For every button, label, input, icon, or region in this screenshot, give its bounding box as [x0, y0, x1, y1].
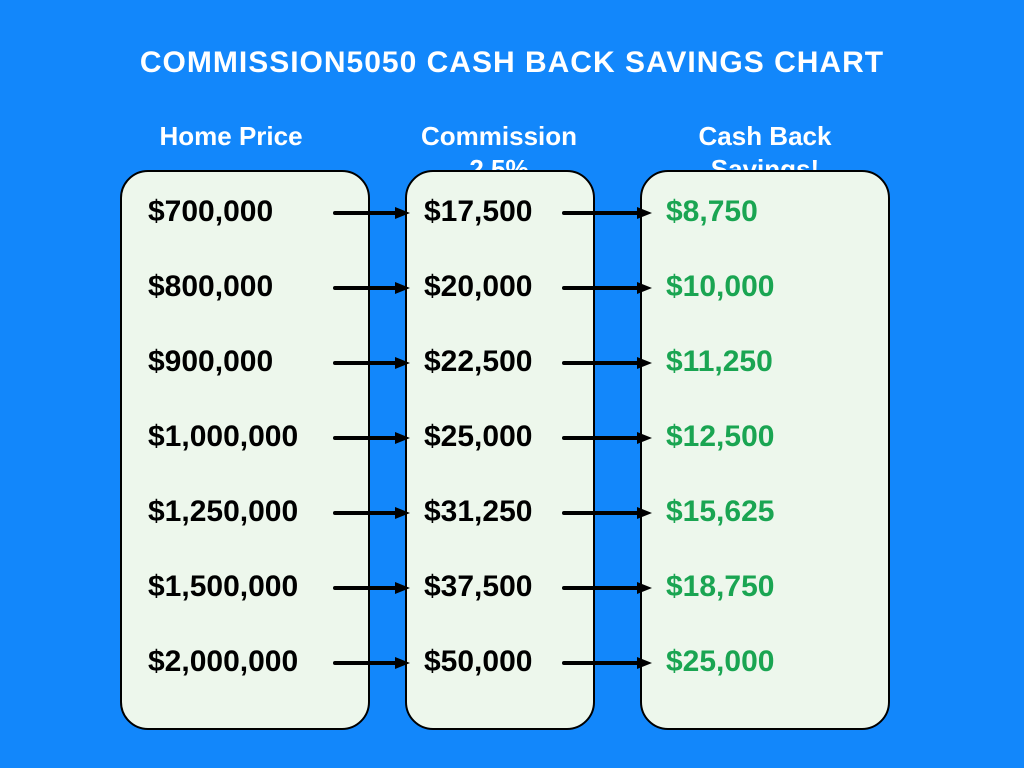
arrow-commission-to-savings-2: [564, 357, 652, 369]
arrows-layer: [0, 0, 1024, 768]
arrow-price-to-commission-0: [335, 207, 410, 219]
arrow-price-to-commission-5: [335, 582, 410, 594]
arrow-commission-to-savings-3: [564, 432, 652, 444]
arrow-commission-to-savings-1: [564, 282, 652, 294]
arrow-commission-to-savings-5: [564, 582, 652, 594]
arrow-price-to-commission-6: [335, 657, 410, 669]
arrow-commission-to-savings-4: [564, 507, 652, 519]
arrow-price-to-commission-3: [335, 432, 410, 444]
arrow-price-to-commission-1: [335, 282, 410, 294]
savings-chart-canvas: COMMISSION5050 CASH BACK SAVINGS CHARTHo…: [0, 0, 1024, 768]
arrow-commission-to-savings-0: [564, 207, 652, 219]
arrow-price-to-commission-4: [335, 507, 410, 519]
arrow-commission-to-savings-6: [564, 657, 652, 669]
arrow-price-to-commission-2: [335, 357, 410, 369]
